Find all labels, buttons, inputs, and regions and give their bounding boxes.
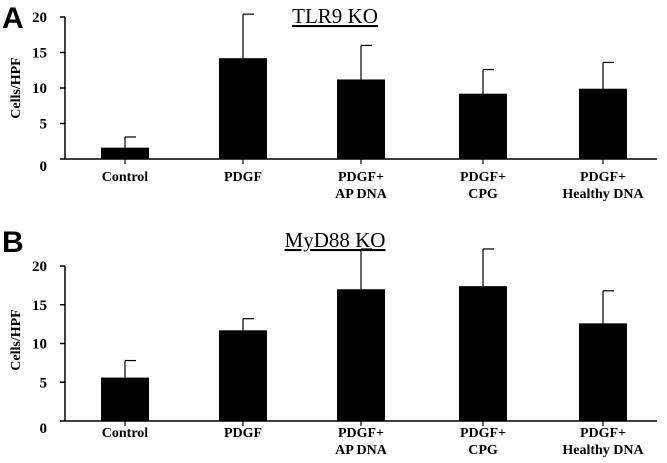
y-tick-label: 20 bbox=[32, 259, 47, 275]
bar bbox=[219, 330, 267, 421]
category-label: AP DNA bbox=[335, 187, 388, 202]
panel-letter: A bbox=[2, 2, 24, 35]
chart-title: TLR9 KO bbox=[292, 4, 378, 28]
category-label: Healthy DNA bbox=[562, 443, 644, 458]
category-label: PDGF+ bbox=[460, 170, 506, 185]
category-label: Control bbox=[102, 170, 149, 185]
category-label: Healthy DNA bbox=[562, 187, 644, 202]
category-label: PDGF bbox=[224, 426, 262, 441]
bar bbox=[579, 323, 627, 421]
y-axis-label: Cells/HPF bbox=[9, 57, 24, 118]
category-label: PDGF+ bbox=[460, 426, 506, 441]
category-label: CPG bbox=[468, 443, 498, 458]
category-label: PDGF+ bbox=[580, 426, 626, 441]
category-label: PDGF bbox=[224, 170, 262, 185]
y-tick-label: 10 bbox=[32, 81, 47, 97]
bar bbox=[337, 79, 385, 159]
y-axis-label: Cells/HPF bbox=[9, 309, 24, 370]
y-tick-label: 20 bbox=[32, 10, 47, 26]
bar bbox=[579, 88, 627, 159]
category-label: PDGF+ bbox=[580, 170, 626, 185]
category-label: AP DNA bbox=[335, 443, 388, 458]
y-tick-label: 0 bbox=[40, 159, 48, 175]
y-tick-label: 5 bbox=[40, 375, 48, 391]
category-label: Control bbox=[102, 426, 149, 441]
bar bbox=[459, 93, 507, 159]
category-label: PDGF+ bbox=[338, 426, 384, 441]
y-tick-label: 10 bbox=[32, 337, 47, 353]
panel-a: A TLR9 KO Cells/HPF 0 5 10 15 20 Control PDGF PDGF… bbox=[2, 2, 657, 202]
y-tick-label: 15 bbox=[32, 298, 47, 314]
bar bbox=[101, 377, 149, 421]
chart-title: MyD88 KO bbox=[285, 228, 386, 252]
panel-b: B MyD88 KO Cells/HPF 0 5 10 15 20 Control PDGF PDG… bbox=[2, 226, 657, 458]
panel-letter: B bbox=[2, 226, 24, 259]
y-tick-label: 5 bbox=[40, 117, 48, 133]
category-label: CPG bbox=[468, 187, 498, 202]
bar bbox=[459, 286, 507, 421]
bar bbox=[337, 289, 385, 421]
y-tick-label: 15 bbox=[32, 46, 47, 62]
category-label: PDGF+ bbox=[338, 170, 384, 185]
y-tick-label: 0 bbox=[40, 421, 48, 437]
bar bbox=[101, 147, 149, 159]
bar bbox=[219, 58, 267, 159]
